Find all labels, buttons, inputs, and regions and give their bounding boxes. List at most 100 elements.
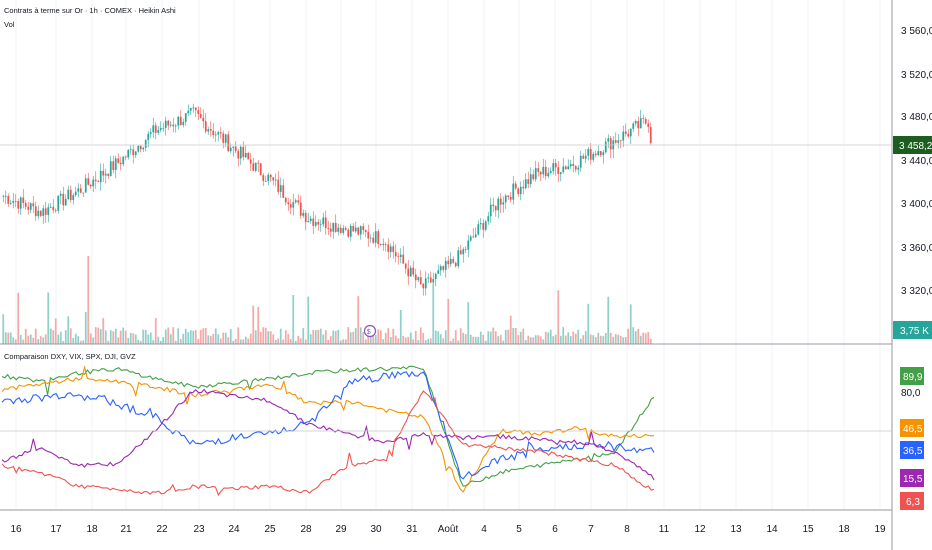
volume-bar [324,330,327,344]
volume-bar [149,332,152,344]
volume-bar [119,330,122,344]
candle-body [439,266,442,271]
candle-body [172,124,175,127]
candle-body [59,193,62,196]
candle-body [422,283,425,289]
candle-body [547,172,550,177]
volume-bar [392,328,395,344]
candle-body [322,217,325,225]
volume-bar [319,328,322,344]
candle-body [384,243,387,245]
indicator-tag-value: 46,5 [903,424,923,435]
price-axis[interactable]: 3 560,0 3 520,0 3 480,0 3 440,0 3 400,0 … [893,26,932,339]
volume-bar [597,332,600,344]
candle-body [607,138,610,142]
candle-body [314,222,317,226]
volume-bar [142,329,145,344]
volume-bar [639,335,642,344]
volume-bar [84,312,87,344]
candle-body [379,244,382,246]
volume-bar [524,340,527,344]
volume-bar [552,336,555,344]
volume-bar [377,329,380,344]
candle-body [157,130,160,133]
volume-bar [622,337,625,344]
volume-bar [247,338,250,344]
price-tick: 3 440,0 [901,156,932,167]
candle-body [192,107,195,109]
candle-body [414,274,417,281]
candle-body [509,196,512,200]
candle-body [54,210,57,212]
candle-body [44,208,47,215]
volume-bar [504,329,507,344]
volume-pane[interactable] [2,256,652,344]
volume-bar [409,332,412,344]
candle-body [299,202,302,216]
candle-body [222,133,225,143]
volume-bar [79,340,82,344]
volume-bar [2,314,5,344]
candle-body [64,198,67,206]
time-tick: 31 [406,524,418,535]
volume-bar [262,327,265,344]
candle-body [197,110,200,115]
volume-bar [224,332,227,344]
candle-body [199,114,202,118]
volume-bar [292,295,295,344]
candle-body [484,221,487,230]
candle-body [574,165,577,170]
candle-body [292,202,295,208]
volume-bar [124,330,127,344]
time-axis[interactable]: 16 17 18 21 22 23 24 25 28 29 30 31 Août 4 5 6 7 8 11 12 13 1… [10,524,886,535]
candle-body [154,125,157,133]
candle-body [404,263,407,269]
candle-body [524,179,527,189]
candle-body [354,227,357,232]
currency-event-icon[interactable]: $ [363,324,377,338]
volume-bar [202,328,205,344]
candle-body [272,177,275,181]
volume-bar [147,334,150,344]
indicator-pane[interactable] [1,365,655,497]
candle-body [394,252,397,257]
candle-body [594,153,597,156]
volume-bar [592,335,595,344]
candle-body [472,236,475,238]
volume-bar [372,332,375,344]
price-pane[interactable] [2,103,652,296]
candle-body [164,120,167,128]
volume-bar [364,339,367,344]
candle-body [632,123,635,129]
candle-body [67,189,70,199]
volume-bar [354,328,357,344]
candle-body [312,218,315,226]
volume-bar [244,336,247,344]
volume-bar [7,332,10,344]
candle-body [29,203,32,210]
candle-body [297,200,300,203]
volume-bar [649,338,652,344]
indicator-tag-value: 89,9 [903,372,923,383]
volume-bar [237,327,240,344]
volume-bar [559,335,562,344]
candle-body [389,246,392,252]
volume-bar [397,338,400,344]
candle-body [337,227,340,232]
volume-bar [267,331,270,344]
candle-body [644,119,647,124]
current-price-tag [893,136,932,154]
candle-body [447,260,450,265]
time-tick: 18 [86,524,98,535]
volume-bar [492,327,495,344]
volume-bar [239,339,242,344]
indicator-axis[interactable]: 80,0 89,9 46,5 36,5 15,5 6,3 [900,367,924,510]
volume-bar [189,330,192,344]
price-tick: 3 320,0 [901,286,932,297]
volume-bar [427,338,430,344]
candle-body [372,237,375,243]
candle-body [324,217,327,229]
volume-bar [452,338,455,344]
candle-body [569,163,572,167]
